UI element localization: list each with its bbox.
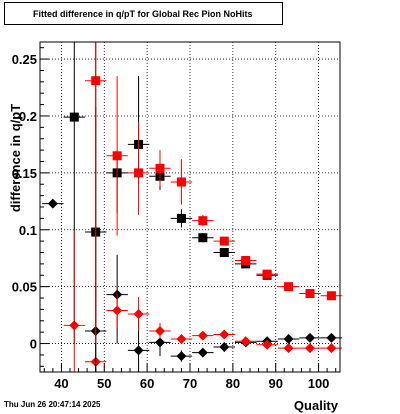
diamond-point bbox=[235, 336, 257, 347]
axes: 40 50 60 70 80 90 100 0 0.05 0.1 0.15 0.2 0.25 bbox=[12, 47, 337, 391]
x-tick-label: 80 bbox=[226, 376, 240, 391]
square-point bbox=[277, 282, 300, 292]
y-axis-label: difference in q/pT bbox=[8, 104, 23, 212]
diamond-marker bbox=[326, 343, 337, 354]
diamond-marker bbox=[197, 330, 208, 341]
square-point bbox=[170, 209, 193, 228]
data-series bbox=[42, 42, 343, 372]
square-point bbox=[299, 288, 321, 298]
square-point bbox=[320, 291, 343, 301]
diamond-marker bbox=[133, 345, 144, 356]
square-point bbox=[213, 248, 235, 258]
diamond-marker bbox=[219, 341, 230, 352]
diamond-point bbox=[42, 198, 64, 209]
diamond-marker bbox=[219, 329, 230, 340]
diamond-point bbox=[127, 296, 150, 332]
square-marker bbox=[198, 233, 208, 243]
diamond-marker bbox=[326, 332, 337, 343]
square-marker bbox=[219, 248, 229, 258]
square-point bbox=[213, 236, 235, 246]
diamond-marker bbox=[47, 198, 58, 209]
y-tick-label: 0.1 bbox=[19, 223, 37, 238]
square-point bbox=[235, 255, 257, 265]
diamond-point bbox=[256, 339, 278, 350]
square-marker bbox=[241, 255, 251, 265]
diamond-point bbox=[213, 329, 235, 340]
square-marker bbox=[198, 216, 208, 226]
diamond-marker bbox=[305, 343, 315, 354]
x-tick-label: 60 bbox=[140, 376, 154, 391]
chart-title: Fitted difference in q/pT for Global Rec… bbox=[4, 2, 283, 25]
square-point bbox=[192, 233, 214, 243]
diamond-marker bbox=[155, 337, 165, 348]
timestamp: Thu Jun 26 20:47:14 2025 bbox=[4, 400, 101, 409]
square-point bbox=[127, 121, 150, 215]
diamond-point bbox=[170, 334, 193, 344]
square-point bbox=[149, 150, 171, 187]
diamond-point bbox=[299, 332, 321, 343]
square-point bbox=[192, 214, 214, 227]
diamond-marker bbox=[112, 305, 123, 316]
diamond-point bbox=[277, 334, 300, 344]
grid bbox=[40, 42, 340, 372]
x-tick-label: 40 bbox=[54, 376, 68, 391]
diamond-point bbox=[320, 332, 343, 343]
x-tick-label: 100 bbox=[308, 376, 330, 391]
diamond-point bbox=[213, 341, 235, 352]
diamond-point bbox=[192, 330, 214, 341]
y-tick-label: 0.25 bbox=[12, 52, 37, 67]
diamond-marker bbox=[262, 339, 273, 350]
square-marker bbox=[134, 168, 144, 178]
square-marker bbox=[176, 213, 186, 223]
diamond-marker bbox=[305, 332, 315, 343]
diamond-point bbox=[170, 350, 193, 362]
diamond-point bbox=[149, 323, 171, 339]
y-tick-label: 0 bbox=[30, 337, 37, 352]
diamond-marker bbox=[283, 343, 294, 354]
x-tick-label: 90 bbox=[268, 376, 282, 391]
y-tick-label: 0.05 bbox=[12, 280, 37, 295]
diamond-marker bbox=[283, 334, 294, 344]
diamond-point bbox=[192, 347, 214, 358]
x-tick-label: 70 bbox=[183, 376, 197, 391]
square-point bbox=[170, 159, 193, 205]
diamond-point bbox=[106, 293, 128, 328]
diamond-point bbox=[299, 343, 321, 354]
x-axis-label: Quality bbox=[294, 398, 339, 413]
square-marker bbox=[219, 236, 229, 246]
square-marker bbox=[176, 177, 186, 187]
diamond-marker bbox=[155, 326, 165, 337]
diamond-marker bbox=[133, 308, 144, 319]
square-marker bbox=[112, 151, 122, 161]
diamond-marker bbox=[197, 347, 208, 358]
diamond-marker bbox=[176, 334, 187, 344]
square-marker bbox=[326, 291, 336, 301]
square-marker bbox=[305, 288, 315, 298]
y-tick-label: 0.15 bbox=[12, 166, 37, 181]
diamond-marker bbox=[240, 336, 251, 347]
diamond-point bbox=[320, 343, 343, 354]
square-marker bbox=[284, 282, 294, 292]
diamond-point bbox=[277, 343, 300, 354]
square-point bbox=[256, 269, 278, 279]
diamond-marker bbox=[176, 351, 187, 362]
y-tick-label: 0.2 bbox=[19, 109, 37, 124]
square-marker bbox=[155, 163, 165, 173]
x-tick-label: 50 bbox=[97, 376, 111, 391]
square-point bbox=[106, 76, 128, 236]
square-marker bbox=[262, 269, 272, 279]
